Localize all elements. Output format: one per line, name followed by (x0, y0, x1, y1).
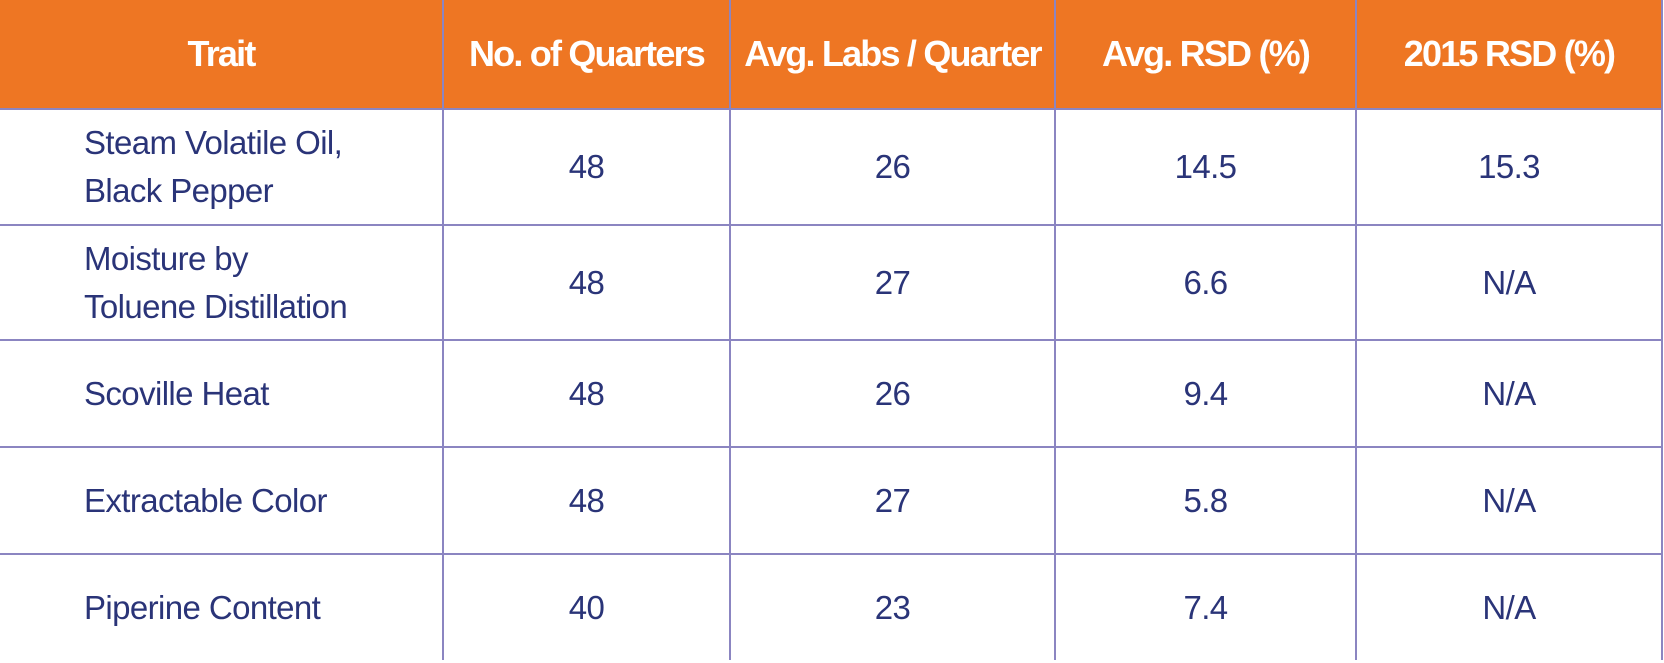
table-row: Piperine Content 40 23 7.4 N/A (0, 553, 1663, 660)
trait-cell: Steam Volatile Oil, Black Pepper (0, 108, 444, 226)
header-avg-labs-per-quarter: Avg. Labs / Quarter (729, 0, 1056, 110)
trait-cell: Scoville Heat (0, 339, 444, 448)
labs-cell: 27 (729, 446, 1056, 555)
trait-line: Scoville Heat (84, 374, 269, 412)
quarters-cell: 48 (442, 224, 731, 341)
avg-rsd-cell: 5.8 (1054, 446, 1357, 555)
labs-cell: 26 (729, 339, 1056, 448)
table-body: Steam Volatile Oil, Black Pepper 48 26 1… (0, 108, 1663, 660)
table-row: Scoville Heat 48 26 9.4 N/A (0, 339, 1663, 448)
trait-line: Piperine Content (84, 588, 321, 626)
trait-line: Steam Volatile Oil, (84, 124, 343, 161)
table-row: Moisture by Toluene Distillation 48 27 6… (0, 224, 1663, 341)
avg-rsd-cell: 7.4 (1054, 553, 1357, 660)
rsd-2015-cell: 15.3 (1355, 108, 1663, 226)
rsd-2015-cell: N/A (1355, 224, 1663, 341)
trait-line: Extractable Color (84, 481, 328, 519)
table-header: Trait No. of Quarters Avg. Labs / Quarte… (0, 0, 1663, 110)
rsd-2015-cell: N/A (1355, 553, 1663, 660)
labs-cell: 23 (729, 553, 1056, 660)
trait-line: Moisture by (84, 239, 249, 277)
trait-cell: Extractable Color (0, 446, 444, 555)
trait-line: Toluene Distillation (84, 287, 348, 325)
rsd-2015-cell: N/A (1355, 446, 1663, 555)
avg-rsd-cell: 6.6 (1054, 224, 1357, 341)
trait-cell: Piperine Content (0, 553, 444, 660)
header-trait: Trait (0, 0, 444, 110)
labs-cell: 26 (729, 108, 1056, 226)
header-no-of-quarters: No. of Quarters (442, 0, 731, 110)
table-row: Steam Volatile Oil, Black Pepper 48 26 1… (0, 108, 1663, 226)
trait-cell: Moisture by Toluene Distillation (0, 224, 444, 341)
labs-cell: 27 (729, 224, 1056, 341)
trait-line: Black Pepper (84, 172, 274, 209)
quarters-cell: 48 (442, 446, 731, 555)
header-2015-rsd: 2015 RSD (%) (1355, 0, 1663, 110)
quarters-cell: 48 (442, 339, 731, 448)
header-row: Trait No. of Quarters Avg. Labs / Quarte… (0, 0, 1663, 110)
avg-rsd-cell: 9.4 (1054, 339, 1357, 448)
header-avg-rsd: Avg. RSD (%) (1054, 0, 1357, 110)
quarters-cell: 40 (442, 553, 731, 660)
table-row: Extractable Color 48 27 5.8 N/A (0, 446, 1663, 555)
quarters-cell: 48 (442, 108, 731, 226)
avg-rsd-cell: 14.5 (1054, 108, 1357, 226)
rsd-2015-cell: N/A (1355, 339, 1663, 448)
